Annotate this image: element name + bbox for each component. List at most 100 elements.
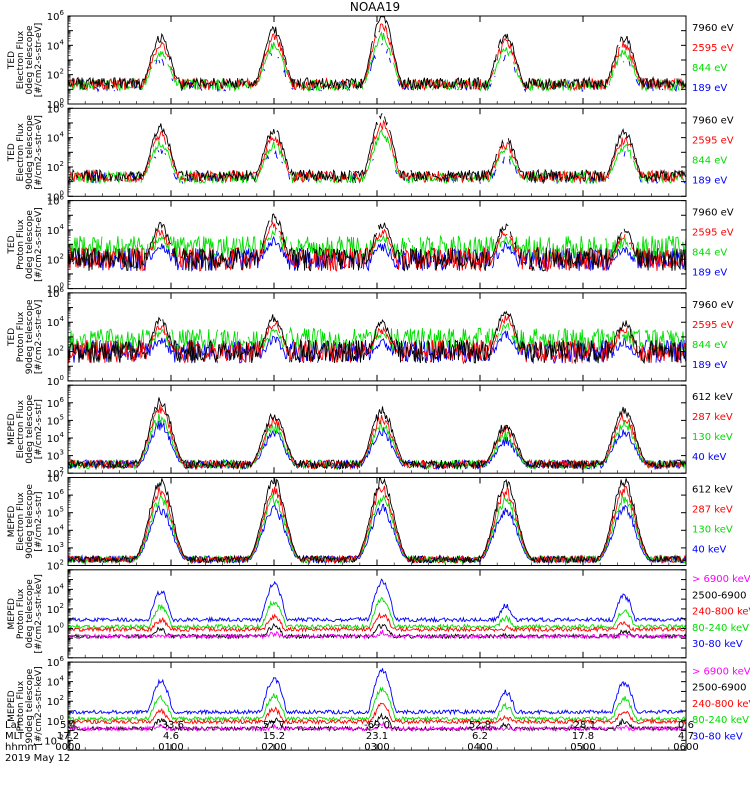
legend-entry: 189 eV [692, 360, 727, 371]
tick-exponent: 4 [60, 315, 65, 323]
tick-exponent: 0 [60, 189, 64, 197]
panel-3-ylabel-line: TED [7, 235, 17, 254]
tick-exponent: 0 [60, 282, 64, 290]
tick-base: 10 [47, 474, 60, 485]
y-tick-label: 102 [47, 68, 64, 82]
y-tick-label: 106 [47, 488, 65, 502]
y-tick-label: 106 [47, 286, 65, 300]
x-axis-value: 6.2 [472, 731, 488, 742]
y-tick-label: 102 [47, 559, 64, 573]
series-line-2500-6900 [67, 712, 687, 732]
y-tick-label: 104 [47, 431, 65, 445]
series-line-7960-ev [67, 310, 687, 365]
panel-3-ylabel-line: [#/cm2-s-str-eV] [34, 207, 44, 282]
x-axis-value: -28.1 [570, 720, 596, 731]
tick-base: 10 [47, 717, 60, 728]
legend-entry: 30-80 keV [692, 732, 743, 743]
legend-entry: 7960 eV [692, 115, 734, 126]
tick-exponent: 6 [60, 488, 65, 496]
y-tick-label: 102 [47, 694, 64, 708]
tick-exponent: 6 [60, 286, 65, 294]
panel-7-ylabel-line: 0deg telescope [25, 579, 35, 649]
panel-8-ylabel-line: Proton Flux [16, 680, 26, 731]
panel-2-ylabel-line: TED [7, 143, 17, 162]
tick-base: 10 [47, 452, 60, 463]
tick-exponent: 4 [60, 582, 65, 590]
legend-entry: 80-240 keV [692, 623, 749, 634]
tick-base: 10 [47, 71, 60, 82]
legend-entry: 287 keV [692, 505, 733, 516]
x-axis-value: -69.0 [364, 720, 390, 731]
panel-1-ylabel-line: TED [7, 51, 17, 70]
y-tick-label: 105 [47, 413, 64, 427]
y-tick-label: 100 [47, 714, 64, 728]
panel-7-frame [67, 569, 687, 659]
legend-entry: 130 keV [692, 525, 733, 536]
legend-entry: 844 eV [692, 248, 727, 259]
y-tick-label: 104 [47, 315, 65, 329]
series-line--6900-kev [68, 720, 687, 733]
x-axis-value: -33.6 [158, 720, 184, 731]
tick-exponent: 3 [60, 541, 64, 549]
y-tick-label: 102 [47, 466, 64, 480]
y-tick-label: 100 [47, 621, 64, 635]
x-axis-value: 15.2 [263, 731, 285, 742]
chart-title: NOAA19 [350, 0, 400, 14]
x-axis-value: 17.2 [57, 731, 79, 742]
series-line--6900-kev [67, 629, 687, 640]
panel-8-ylabel-line: MEPED [7, 690, 17, 722]
legend-entry: 189 eV [692, 175, 727, 186]
y-tick-label: 102 [47, 602, 64, 616]
y-tick-label: 104 [47, 223, 65, 237]
tick-exponent: 4 [60, 431, 65, 439]
panel-5-ylabel-line: [#/cm2-s-str] [34, 399, 44, 459]
tick-base: 10 [47, 562, 60, 573]
y-tick-label: 106 [47, 9, 65, 23]
tick-base: 10 [47, 192, 60, 203]
y-tick-label: 106 [47, 101, 65, 115]
x-axis-value: 0500 [570, 742, 595, 753]
series-line-2595-ev [68, 121, 686, 182]
tick-base: 10 [47, 285, 60, 296]
series-line-189-ev [67, 148, 686, 184]
y-tick-label: 102 [47, 160, 64, 174]
panel-6-ylabel-line: MEPED [7, 506, 17, 538]
tick-exponent: 4 [60, 675, 65, 683]
panel-3-ylabel-line: Proton Flux [16, 219, 26, 270]
tick-base: 10 [47, 226, 60, 237]
x-axis-value: 4.6 [163, 731, 179, 742]
legend-entry: 612 keV [692, 485, 733, 496]
tick-exponent: 0 [60, 97, 64, 105]
tick-base: 10 [47, 399, 60, 410]
panel-8-ylabel-line: [#/cm2-s-str-keV] [34, 666, 44, 745]
panel-1-ylabel-line: Electron Flux [16, 30, 26, 89]
panel-6-ylabel-line: Electron Flux [16, 492, 26, 551]
series-line-80-240-kev [67, 596, 687, 630]
y-tick-label: 104 [47, 38, 65, 52]
series-line-287-kev [67, 485, 687, 565]
legend-entry: 80-240 keV [692, 715, 749, 726]
panel-8-ylabel-line: 90deg telescope [25, 668, 35, 743]
x-axis-value: 0600 [673, 742, 698, 753]
panel-7-ylabel-line: Proton Flux [16, 588, 26, 639]
y-tick-label: 10-2 [44, 733, 64, 747]
series-line-30-80-kev [67, 668, 687, 716]
tick-exponent: 2 [60, 160, 64, 168]
series-line-7960-ev [67, 16, 687, 91]
panel-1-ylabel-line: [#/cm2-s-str-eV] [34, 23, 44, 98]
y-tick-label: 103 [47, 449, 64, 463]
tick-base: 10 [47, 605, 60, 616]
x-axis-value: 0200 [261, 742, 286, 753]
tick-exponent: 3 [60, 449, 64, 457]
legend-entry: 2595 eV [692, 320, 734, 331]
panel-3-series [67, 213, 687, 273]
tick-exponent: 2 [60, 252, 64, 260]
panel-2-series [67, 113, 686, 184]
